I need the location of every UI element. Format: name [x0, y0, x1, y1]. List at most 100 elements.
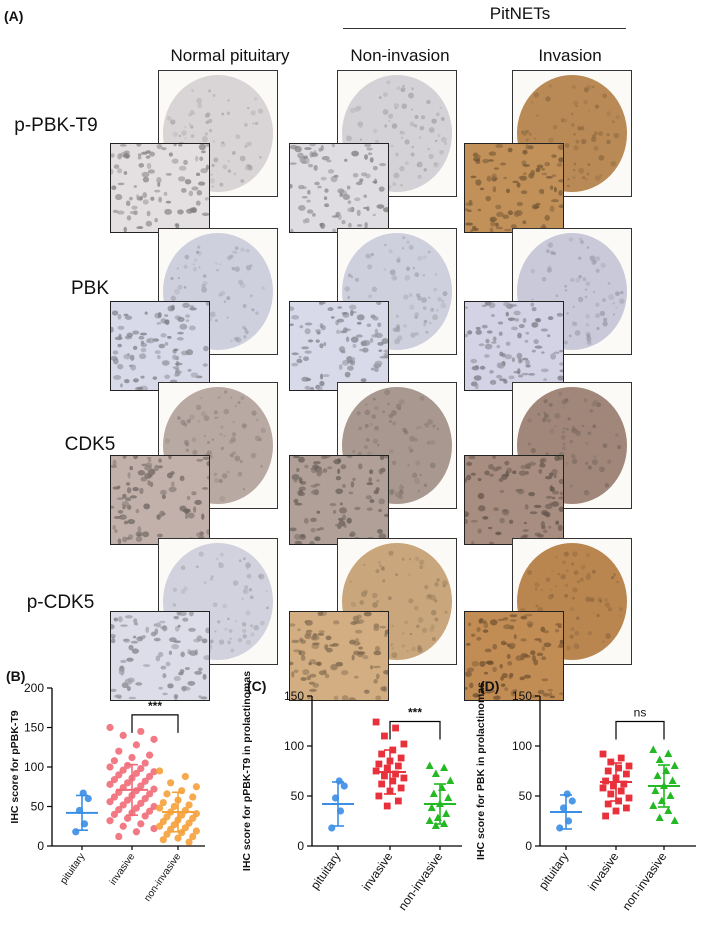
- significance-label: ***: [148, 699, 162, 713]
- data-point: [146, 807, 154, 815]
- y-tick-label: 50: [291, 789, 305, 803]
- data-point: [110, 776, 118, 784]
- data-point: [655, 813, 664, 821]
- tissue-inset-p-pbk-t9-invasion: [464, 143, 564, 233]
- data-point: [442, 809, 451, 817]
- data-point: [617, 754, 625, 762]
- data-point: [372, 718, 380, 726]
- y-tick-label: 100: [512, 739, 532, 753]
- data-point: [119, 822, 127, 830]
- data-point: [106, 798, 114, 806]
- data-point: [664, 806, 673, 814]
- data-point: [146, 772, 154, 781]
- significance-label: ns: [634, 706, 647, 720]
- data-point: [115, 771, 123, 779]
- data-point: [655, 755, 664, 763]
- data-point: [124, 814, 132, 822]
- data-point: [137, 782, 145, 790]
- data-point: [378, 780, 386, 788]
- row-label-cdk5: CDK5: [64, 434, 116, 455]
- pitnets-group-label: PitNETs: [489, 4, 551, 23]
- significance-label: ***: [408, 706, 422, 720]
- y-tick-label: 100: [24, 760, 44, 774]
- data-point: [170, 802, 178, 811]
- data-point: [556, 824, 564, 832]
- y-axis-label: IHC score for pPBK-T9 in prolactinomas: [241, 671, 253, 871]
- data-point: [132, 828, 140, 836]
- data-point: [335, 777, 343, 785]
- data-point: [607, 758, 615, 766]
- tissue-inset-cdk5-non-invasion: [289, 455, 389, 545]
- data-point: [383, 802, 391, 810]
- data-point: [670, 761, 679, 769]
- data-point: [383, 764, 391, 772]
- data-point: [137, 799, 145, 807]
- tissue-inset-pbk-invasion: [464, 301, 564, 391]
- data-point: [427, 803, 436, 811]
- significance-bracket: [131, 714, 179, 733]
- x-tick-label-non-invasive: non-invasive: [619, 849, 669, 912]
- data-point: [340, 782, 348, 790]
- column-header-non-invasion: Non-invasion: [350, 46, 450, 65]
- column-header-invasion: Invasion: [538, 46, 602, 65]
- y-tick-label: 150: [512, 689, 532, 703]
- y-axis-label: IHC score for pPBK-T9: [9, 710, 21, 823]
- data-point: [115, 806, 123, 814]
- data-point: [163, 790, 171, 798]
- tissue-inset-pbk-non-invasion: [289, 301, 389, 391]
- data-point: [72, 828, 80, 836]
- x-tick-label-invasive: invasive: [108, 851, 138, 887]
- data-point: [106, 723, 114, 732]
- panel-d-letter: (D): [480, 678, 500, 694]
- data-point: [612, 807, 620, 815]
- data-point: [119, 801, 127, 809]
- y-axis-label: IHC score for PBK in prolactinomas: [475, 682, 487, 860]
- data-point: [185, 838, 193, 846]
- data-point: [397, 784, 405, 792]
- data-point: [620, 780, 628, 788]
- y-tick-label: 50: [519, 789, 533, 803]
- y-tick-label: 150: [24, 721, 44, 735]
- data-point: [607, 790, 615, 798]
- x-tick-label-pituitary: pituitary: [536, 850, 572, 892]
- data-point: [141, 812, 149, 820]
- y-tick-label: 0: [297, 839, 304, 853]
- data-point: [110, 793, 118, 801]
- y-tick-label: 150: [284, 689, 304, 703]
- data-point: [649, 745, 658, 753]
- data-point: [189, 793, 197, 801]
- data-point: [429, 789, 438, 797]
- data-point: [141, 777, 149, 785]
- data-point: [375, 760, 383, 768]
- y-tick-label: 0: [525, 839, 532, 853]
- data-point: [137, 727, 145, 736]
- data-point: [653, 771, 662, 779]
- data-point: [431, 769, 440, 777]
- data-point: [599, 784, 607, 792]
- data-point: [124, 796, 132, 804]
- data-point: [623, 804, 630, 812]
- data-point: [444, 793, 453, 801]
- data-point: [115, 747, 123, 755]
- data-point: [610, 782, 617, 790]
- tissue-core-pbk-normal-pituitary: [158, 228, 278, 355]
- data-point: [156, 822, 164, 830]
- row-label-p-cdk5: p-CDK5: [26, 592, 95, 613]
- data-point: [115, 832, 123, 841]
- data-point: [431, 821, 440, 829]
- data-point: [110, 757, 118, 765]
- data-point: [159, 798, 167, 807]
- data-point: [84, 795, 92, 803]
- panel-c-letter: (C): [247, 678, 267, 694]
- data-point: [617, 787, 625, 795]
- data-point: [189, 832, 197, 841]
- data-point: [156, 767, 164, 775]
- data-point: [132, 769, 140, 777]
- data-point: [132, 804, 140, 812]
- data-point: [668, 776, 677, 784]
- data-point: [604, 800, 612, 808]
- x-tick-label-non-invasive: non-invasive: [142, 851, 183, 904]
- data-point: [666, 791, 675, 799]
- panel-b-letter: (B): [6, 668, 26, 684]
- data-point: [400, 740, 408, 748]
